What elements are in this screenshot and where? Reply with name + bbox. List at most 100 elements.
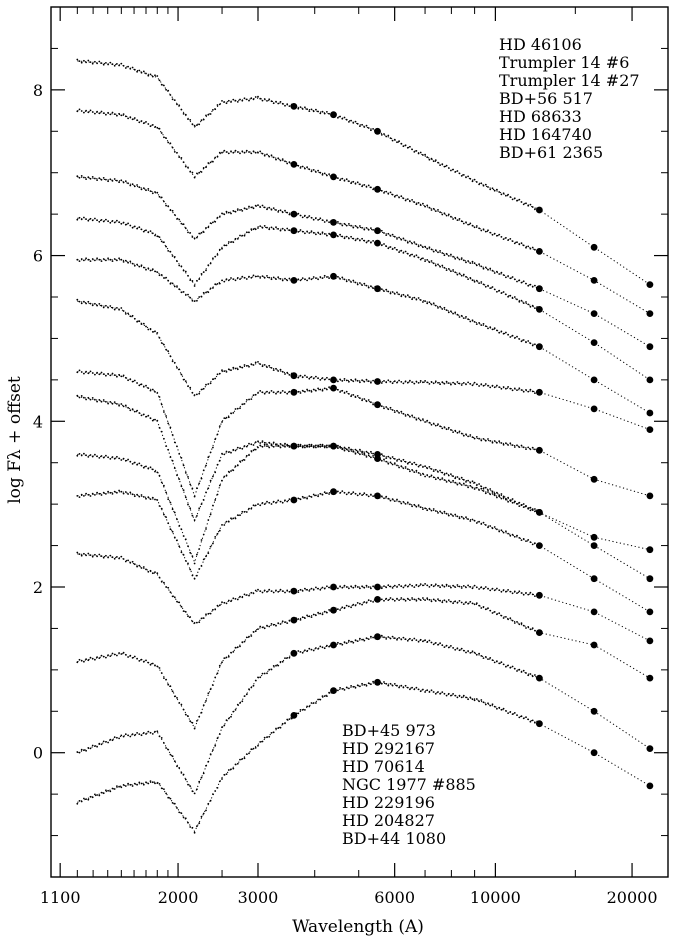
spectrum-point xyxy=(505,498,507,501)
spectrum-point xyxy=(245,693,248,696)
spectrum-point xyxy=(343,607,346,610)
spectrum-point xyxy=(352,237,355,240)
spectrum-point xyxy=(345,448,348,451)
spectrum-point xyxy=(196,825,198,828)
spectrum-point xyxy=(473,584,476,587)
spectrum-point xyxy=(281,279,284,282)
spectrum-point xyxy=(100,371,103,374)
spectrum-point xyxy=(370,683,372,686)
spectrum-point xyxy=(147,782,150,785)
spectrum-point xyxy=(367,454,370,457)
spectrum-point xyxy=(227,769,230,771)
spectrum-point xyxy=(454,271,457,274)
spectrum-point xyxy=(187,385,189,388)
spectrum-point xyxy=(297,443,300,446)
spectrum-point xyxy=(359,448,361,451)
spectrum-point xyxy=(317,219,319,221)
spectrum-point xyxy=(169,142,172,145)
spectrum-point xyxy=(127,312,129,315)
spectrum-point xyxy=(279,446,282,449)
spectrum-point xyxy=(102,491,105,494)
spectrum-point xyxy=(422,257,424,260)
spectrum-point xyxy=(227,451,230,453)
spectrum-point xyxy=(145,465,147,468)
spectrum-point xyxy=(507,444,509,446)
spectrum-point xyxy=(518,243,521,246)
spectrum-point xyxy=(297,712,300,715)
spectrum-point xyxy=(385,381,388,384)
spectrum-point xyxy=(304,496,306,499)
spectrum-point xyxy=(450,513,452,515)
spectrum-point xyxy=(180,772,183,774)
spectrum-point xyxy=(202,271,205,273)
spectrum-point xyxy=(419,474,422,476)
photometry-point xyxy=(646,281,654,288)
spectrum-point xyxy=(160,240,163,243)
spectrum-point xyxy=(478,183,480,186)
spectrum-point xyxy=(359,381,361,384)
spectrum-point xyxy=(458,218,461,220)
spectrum-point xyxy=(223,149,226,152)
spectrum-point xyxy=(406,146,409,149)
spectrum-point xyxy=(165,137,168,140)
spectrum-point xyxy=(111,63,114,66)
spectrum-point xyxy=(471,260,474,263)
spectrum-point xyxy=(491,612,494,614)
spectrum-point xyxy=(257,95,259,98)
spectrum-point xyxy=(165,747,168,749)
spectrum-point xyxy=(345,686,348,689)
spectrum-point xyxy=(430,600,433,603)
spectrum-point xyxy=(133,185,136,188)
spectrum-point xyxy=(323,172,326,175)
spectrum-point xyxy=(142,266,145,269)
spectrum-point xyxy=(118,257,120,260)
spectrum-point xyxy=(189,720,192,723)
spectrum-point xyxy=(345,390,348,393)
spectrum-point xyxy=(437,512,439,514)
spectrum-point xyxy=(443,254,446,257)
spectrum-point xyxy=(419,258,422,261)
spectrum-point xyxy=(396,460,398,462)
spectrum-point xyxy=(424,260,426,262)
spectrum-point xyxy=(270,367,273,369)
spectrum-point xyxy=(124,313,127,315)
spectrum-point xyxy=(98,258,101,261)
spectrum-point xyxy=(489,704,492,707)
spectrum-point xyxy=(511,297,514,299)
spectrum-point xyxy=(173,802,176,805)
spectrum-point xyxy=(498,233,501,236)
spectrum-point xyxy=(223,417,226,419)
spectrum-point xyxy=(484,285,487,288)
spectrum-point xyxy=(257,227,259,229)
spectrum-point xyxy=(426,302,429,305)
spectrum-point xyxy=(306,444,308,447)
spectrum-point xyxy=(241,150,244,153)
spectrum-point xyxy=(480,523,483,525)
spectrum-point xyxy=(109,655,112,657)
spectrum-point xyxy=(165,245,168,248)
spectrum-point xyxy=(149,663,152,666)
spectrum-point xyxy=(284,722,286,725)
spectrum-point xyxy=(133,410,136,413)
spectrum-point xyxy=(191,620,194,623)
spectrum-point xyxy=(156,782,159,784)
spectrum-point xyxy=(277,157,280,160)
spectrum-point xyxy=(352,641,355,644)
spectrum-point xyxy=(165,415,168,417)
spectrum-point xyxy=(156,392,159,394)
spectrum-point xyxy=(475,484,478,486)
spectrum-point xyxy=(207,760,210,763)
spectrum-point xyxy=(496,329,498,332)
spectrum-point xyxy=(522,339,525,341)
spectrum-point xyxy=(96,455,98,458)
sed-line xyxy=(77,491,651,613)
spectrum-point xyxy=(413,201,416,204)
spectrum-point xyxy=(205,114,207,117)
spectrum-point xyxy=(525,672,527,674)
spectrum-point xyxy=(471,180,474,183)
spectrum-point xyxy=(480,655,483,657)
spectrum-point xyxy=(270,590,273,592)
spectrum-point xyxy=(513,242,516,245)
spectrum-point xyxy=(109,61,112,64)
spectrum-point xyxy=(169,501,172,504)
